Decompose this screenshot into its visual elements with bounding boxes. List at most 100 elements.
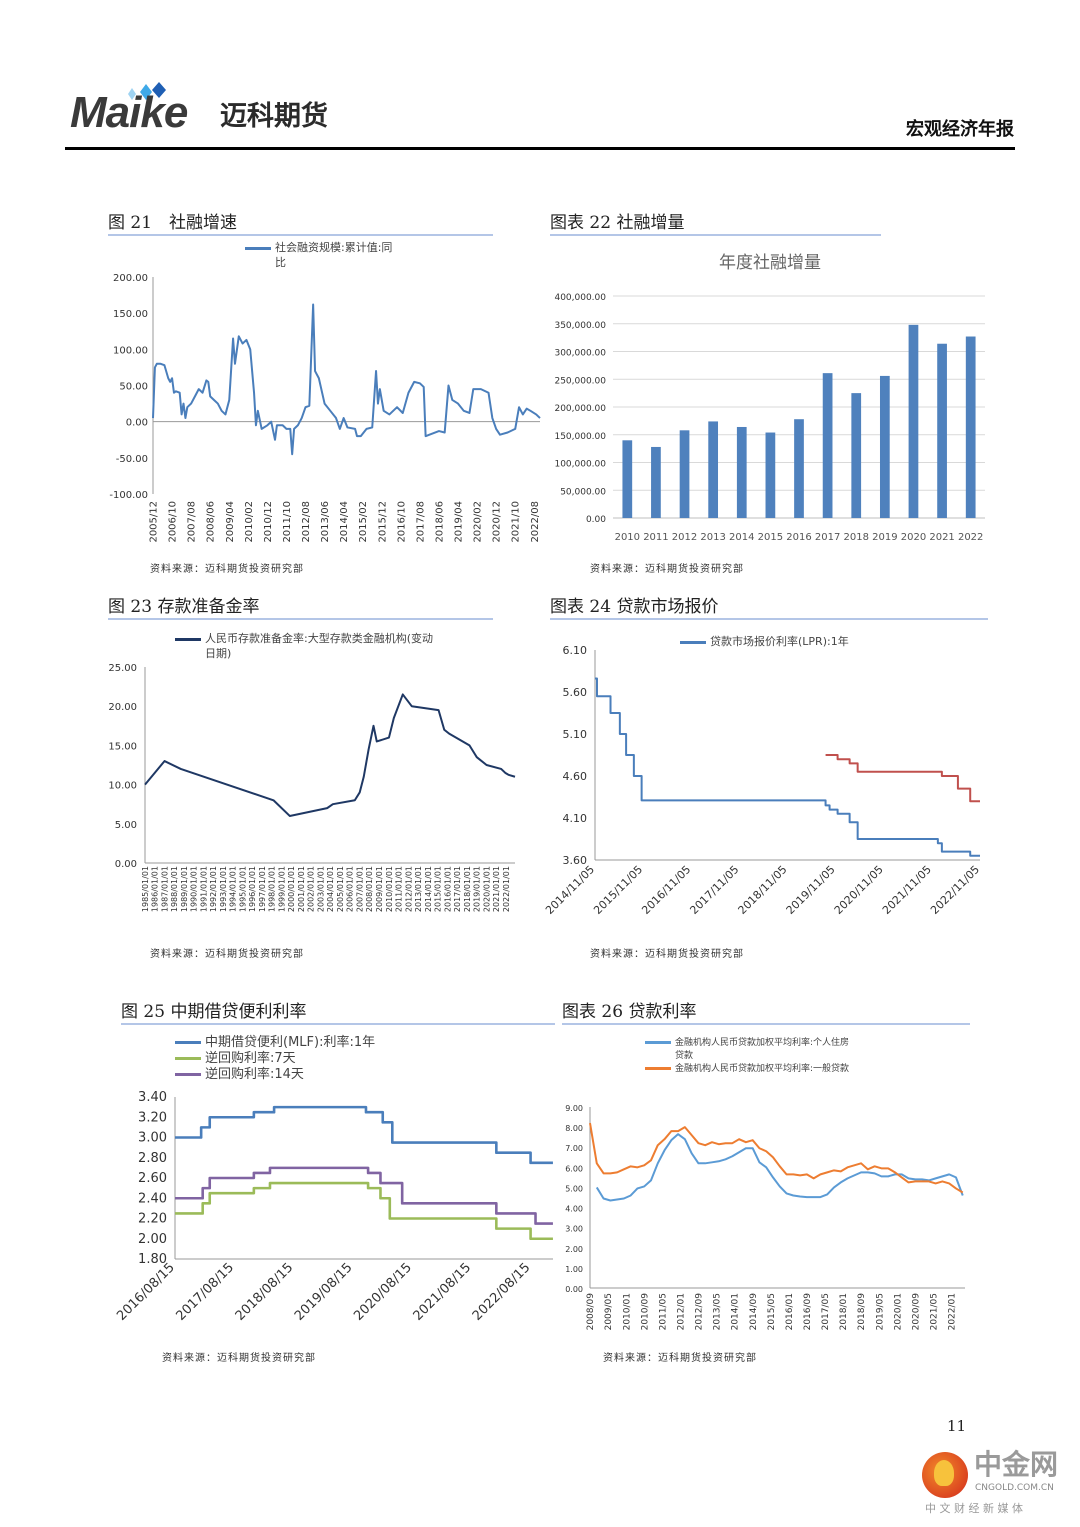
x-tick-label: 1999/01/01 (277, 866, 286, 912)
x-tick-label: 2021/11/05 (880, 863, 934, 917)
chart-24-legend: 贷款市场报价利率(LPR):1年 (680, 634, 849, 649)
x-tick-label: 2019 (872, 532, 897, 543)
y-tick-label: 100.00 (113, 345, 148, 356)
chart-26-legend: 金融机构人民币贷款加权平均利率:个人住房 贷款 金融机构人民币贷款加权平均利率:… (645, 1037, 849, 1076)
bar-2021 (937, 343, 947, 518)
x-tick-label: 2014 (729, 532, 754, 543)
y-tick-label: 3.00 (565, 1225, 583, 1234)
figure-24-rule (550, 618, 988, 620)
y-tick-label: 6.00 (565, 1164, 583, 1173)
x-tick-label: 2022/01 (948, 1293, 958, 1330)
x-tick-label: 2008/09 (586, 1293, 596, 1331)
y-tick-label: 4.60 (563, 770, 588, 783)
x-tick-label: 2020/09 (911, 1293, 921, 1331)
x-tick-label: 2013/05 (713, 1293, 723, 1330)
x-tick-label: 2001/01/01 (297, 866, 306, 912)
x-tick-label: 2022/11/05 (928, 863, 982, 917)
x-tick-label: 2015/01/01 (434, 866, 443, 912)
y-tick-label: 150.00 (113, 309, 148, 320)
x-tick-label: 2016/09 (803, 1293, 813, 1331)
figure-25-rule (121, 1023, 555, 1025)
y-tick-label: 2.40 (138, 1191, 167, 1206)
x-tick-label: 2012/09 (695, 1293, 705, 1331)
x-tick-label: 2009/01/01 (375, 866, 384, 912)
x-tick-label: 2004/01/01 (326, 866, 335, 912)
x-tick-label: 1993/01/01 (219, 866, 228, 912)
x-tick-label: 2018 (844, 532, 869, 543)
x-tick-label: 1985/01/01 (141, 866, 150, 912)
figure-22-title: 图表 22 社融增量 (550, 213, 685, 233)
x-tick-label: 2021/01/01 (492, 866, 501, 912)
y-tick-label: 7.00 (565, 1144, 583, 1153)
legend-label: 金融机构人民币贷款加权平均利率:一般贷款 (675, 1064, 850, 1074)
x-tick-label: 2020/01 (893, 1293, 903, 1330)
legend-swatch (175, 1057, 201, 1060)
x-tick-label: 2017/11/05 (687, 863, 741, 917)
x-tick-label: 1997/01/01 (258, 866, 267, 912)
x-tick-label: 1991/01/01 (199, 866, 208, 912)
x-tick-label: 2020/08/15 (351, 1260, 415, 1324)
legend-label: 金融机构人民币贷款加权平均利率:个人住房 (675, 1038, 850, 1048)
y-tick-label: 9.00 (565, 1104, 583, 1113)
watermark-domain: CNGOLD.COM.CN (975, 1483, 1054, 1493)
figure-26-title: 图表 26 贷款利率 (562, 1002, 697, 1022)
legend-label: 逆回购利率:7天 (205, 1051, 296, 1066)
figure-23-rule (108, 618, 493, 620)
chart-25-legend: 中期借贷便利(MLF):利率:1年 逆回购利率:7天 逆回购利率:14天 (175, 1035, 375, 1083)
series-line-0 (595, 677, 980, 857)
x-tick-label: 2021/05 (930, 1293, 940, 1330)
x-tick-label: 2020/11/05 (832, 863, 886, 917)
x-tick-label: 2013 (700, 532, 725, 543)
logo-diamonds-icon (128, 82, 166, 100)
watermark-tagline: 中 文 财 经 新 媒 体 (925, 1502, 1023, 1515)
y-tick-label: 200.00 (113, 273, 148, 284)
x-tick-label: 2017 (815, 532, 840, 543)
y-tick-label: 2.20 (138, 1212, 167, 1227)
bar-2010 (622, 440, 633, 518)
x-tick-label: 2016/10 (396, 501, 407, 543)
x-tick-label: 2002/01/01 (307, 866, 316, 912)
x-tick-label: 2000/01/01 (287, 866, 296, 912)
x-tick-label: 2020/02 (473, 501, 484, 543)
y-tick-label: 2.60 (138, 1171, 167, 1186)
x-tick-label: 2008/06 (206, 501, 217, 543)
chart-22-source: 资料来源：迈科期货投资研究部 (590, 564, 744, 575)
series-line-0 (144, 693, 516, 817)
bar-2018 (851, 393, 862, 518)
x-tick-label: 1998/01/01 (268, 866, 277, 912)
y-tick-label: 15.00 (108, 741, 137, 752)
x-tick-label: 1989/01/01 (180, 866, 189, 912)
x-tick-label: 1995/01/01 (238, 866, 247, 912)
x-tick-label: 2022/08 (530, 501, 541, 543)
series-line-1 (589, 1122, 964, 1194)
chart-25-source: 资料来源：迈科期货投资研究部 (162, 1353, 316, 1364)
x-tick-label: 2018/09 (857, 1293, 867, 1331)
x-tick-label: 2010/01/01 (385, 866, 394, 912)
x-tick-label: 2003/01/01 (316, 866, 325, 912)
x-tick-label: 2007/01/01 (355, 866, 364, 912)
x-tick-label: 2018/01/01 (463, 866, 472, 912)
x-tick-label: 2007/08 (187, 501, 198, 543)
x-tick-label: 2017/05 (821, 1293, 831, 1330)
y-tick-label: 2.00 (138, 1232, 167, 1247)
bar-2016 (794, 419, 804, 518)
y-tick-label: 25.00 (108, 663, 137, 674)
y-tick-label: 350,000.00 (554, 321, 606, 331)
legend-swatch (245, 246, 271, 250)
x-tick-label: 2014/01 (731, 1293, 741, 1330)
x-tick-label: 2011/05 (658, 1293, 668, 1330)
x-tick-label: 2018/06 (434, 501, 445, 543)
y-tick-label: -50.00 (116, 454, 148, 465)
header-divider (65, 147, 1015, 150)
x-tick-label: 2005/12 (149, 501, 160, 543)
page-number: 11 (947, 1417, 967, 1435)
chart-23-legend: 人民币存款准备金率:大型存款类金融机构(变动 日期) (175, 631, 433, 661)
bar-2019 (879, 375, 890, 518)
legend-label: 逆回购利率:14天 (205, 1067, 304, 1082)
x-tick-label: 2018/01 (839, 1293, 849, 1330)
chart-21-source: 资料来源：迈科期货投资研究部 (150, 564, 304, 575)
y-tick-label: 5.00 (115, 820, 137, 831)
x-tick-label: 2010/02 (244, 501, 255, 543)
x-tick-label: 2014/01/01 (424, 866, 433, 912)
